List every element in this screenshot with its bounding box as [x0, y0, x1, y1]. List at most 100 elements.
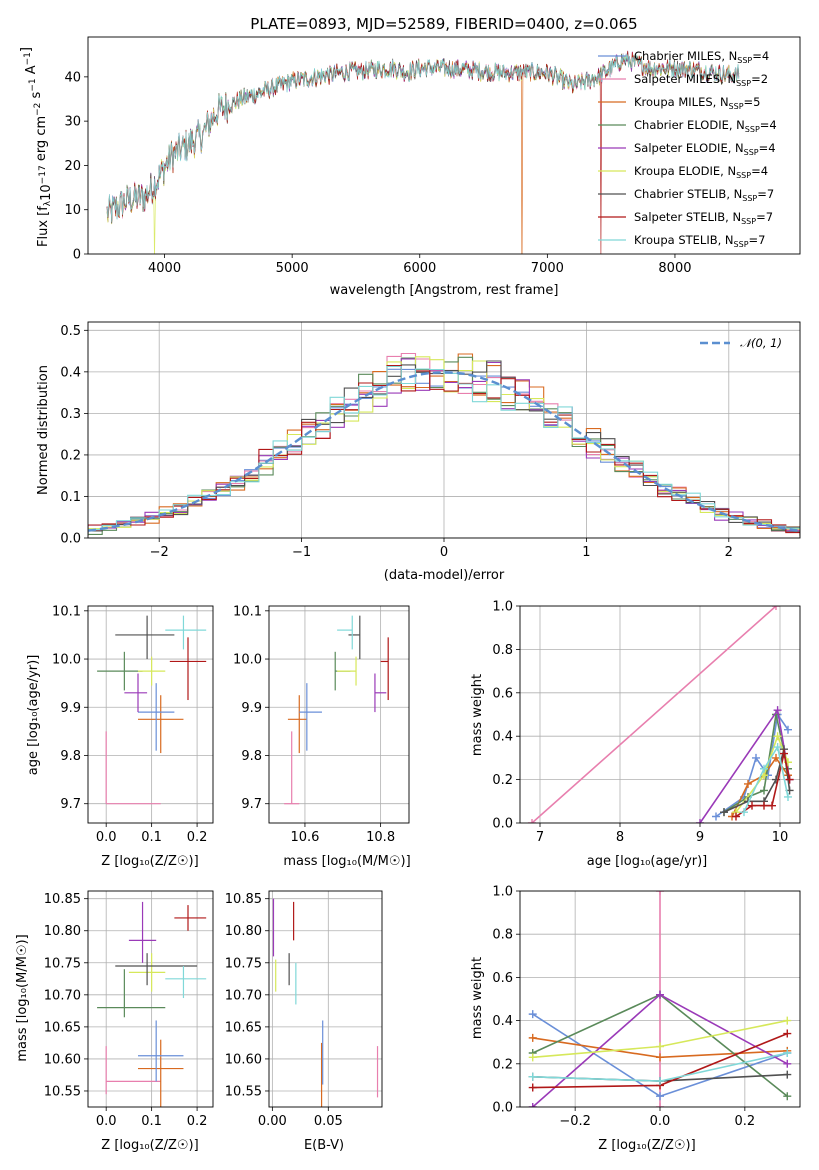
residual-histogram-panel: (data-model)/error Normed distribution −…: [36, 321, 801, 583]
age-vs-metallicity-panel: Z [log₁₀(Z/Z☉)] age [log₁₀(age/yr)] 0.0 0…: [26, 604, 214, 869]
y-tick-label: 0.2: [492, 773, 513, 788]
errorbar-salp_elodie: [128, 901, 157, 963]
plot-area: [520, 606, 800, 823]
errorbar-krou_elodie: [337, 656, 357, 686]
plot-area: [269, 891, 382, 1107]
legend-entry: Chabrier MILES, NSSP=4: [634, 49, 769, 65]
age-mass-xlabel: mass [log₁₀(M/M☉)]: [283, 854, 410, 869]
x-tick-label: 10: [772, 830, 789, 845]
y-tick-label: 10.80: [44, 924, 81, 939]
errorbar-chab_stelib: [115, 615, 175, 660]
y-tick-label: 20: [64, 159, 81, 174]
errorbar-krou_stelib: [165, 965, 207, 999]
plot-area: [88, 606, 213, 823]
mass-vs-ebv-panel: E(B-V) 0.00 0.05 10.55 10.60 10.65 10.70 10.75…: [225, 890, 383, 1153]
y-tick-label: 10.70: [225, 988, 262, 1003]
data-marker: [656, 1103, 664, 1107]
y-tick-label: 0.4: [492, 1014, 513, 1029]
data-marker: [528, 1033, 537, 1042]
y-tick-label: 10.85: [225, 892, 262, 907]
x-tick-label: 7: [536, 830, 544, 845]
plot-area: [88, 322, 800, 538]
spectrum-panel: PLATE=0893, MJD=52589, FIBERID=0400, z=0…: [19, 15, 801, 298]
y-tick-label: 9.8: [60, 749, 81, 764]
y-tick-label: 0.0: [492, 1101, 513, 1116]
errorbar-salp_elodie: [374, 673, 387, 713]
x-tick-label: −0.2: [559, 1114, 591, 1129]
mw-age-xlabel: age [log₁₀(age/yr)]: [587, 854, 708, 869]
legend-entry: Chabrier STELIB, NSSP=7: [634, 187, 774, 203]
x-tick-label: 6000: [403, 261, 436, 276]
y-tick-label: 0.4: [60, 365, 81, 380]
errorbar-salp_miles: [105, 731, 161, 805]
data-marker: [656, 891, 664, 895]
y-tick-label: 10: [64, 203, 81, 218]
y-tick-label: 10.1: [233, 604, 262, 619]
data-marker: [760, 801, 768, 810]
y-tick-label: 9.9: [60, 701, 81, 716]
mass-z-ylabel: mass [log₁₀(M/M☉)]: [15, 934, 30, 1061]
data-marker: [784, 792, 792, 801]
y-tick-label: 0.5: [60, 324, 81, 339]
errorbar-krou_elodie: [138, 656, 166, 686]
plot-area: [520, 891, 800, 1107]
plot-area: [269, 606, 409, 823]
mass-vs-metallicity-panel: Z [log₁₀(Z/Z☉)] mass [log₁₀(M/M☉)] 0.0 0.…: [15, 890, 214, 1153]
y-tick-label: 9.9: [241, 701, 262, 716]
data-marker: [528, 1103, 537, 1107]
data-marker: [783, 1049, 792, 1057]
data-marker: [732, 812, 740, 821]
y-tick-label: 9.7: [60, 797, 81, 812]
x-tick-label: 0: [440, 545, 448, 560]
errorbar-krou_miles: [138, 1039, 184, 1107]
histogram-salp_stelib: [88, 364, 800, 537]
data-marker: [760, 786, 768, 795]
y-tick-label: 10.0: [233, 653, 262, 668]
errorbar-chab_elodie: [97, 969, 166, 1018]
histogram-xlabel: (data-model)/error: [384, 568, 505, 583]
data-marker: [656, 990, 664, 999]
y-tick-label: 10.75: [44, 956, 81, 971]
x-tick-label: 0.2: [735, 1114, 756, 1129]
errorbar-krou_miles: [138, 695, 184, 754]
series-salp_elodie: [528, 990, 792, 1107]
x-tick-label: 5000: [276, 261, 309, 276]
data-marker: [528, 1083, 537, 1092]
x-tick-label: 0.05: [314, 1114, 343, 1129]
data-marker: [528, 1072, 537, 1081]
y-tick-label: 1.0: [492, 885, 513, 900]
axes-frame: [268, 890, 383, 1108]
axes-frame: [519, 890, 801, 1108]
series-salp_miles: [656, 891, 664, 1107]
y-tick-label: 0.2: [492, 1057, 513, 1072]
errorbar-krou_miles: [287, 695, 307, 754]
mw-age-ylabel: mass weight: [470, 674, 485, 756]
x-tick-label: 1: [582, 545, 590, 560]
y-tick-label: 9.7: [241, 797, 262, 812]
y-tick-label: 10.65: [44, 1020, 81, 1035]
legend-entry: Salpeter MILES, NSSP=2: [634, 72, 768, 88]
x-tick-label: 0.2: [187, 830, 208, 845]
series-salp_miles: [528, 606, 780, 823]
axes-frame: [87, 890, 214, 1108]
histogram-krou_stelib: [88, 365, 800, 535]
data-marker: [773, 706, 782, 715]
data-marker: [696, 819, 704, 823]
data-marker: [773, 743, 782, 752]
legend-entry: Kroupa ELODIE, NSSP=4: [634, 164, 768, 180]
data-marker: [784, 725, 792, 734]
x-tick-label: 8000: [658, 261, 691, 276]
mw-z-ylabel: mass weight: [470, 957, 485, 1039]
x-tick-label: 0.0: [96, 830, 117, 845]
errorbar-chab_miles: [299, 683, 322, 751]
series-krou_elodie: [528, 1016, 792, 1062]
data-marker: [740, 808, 748, 817]
legend-entry: Salpeter ELODIE, NSSP=4: [634, 141, 776, 157]
series-krou_stelib: [740, 743, 792, 817]
x-tick-label: 0.1: [141, 830, 162, 845]
data-marker: [780, 749, 788, 758]
data-marker: [528, 1053, 537, 1062]
data-marker: [752, 753, 760, 762]
axes-frame: [268, 605, 410, 824]
legend-entry: Kroupa STELIB, NSSP=7: [634, 233, 765, 249]
